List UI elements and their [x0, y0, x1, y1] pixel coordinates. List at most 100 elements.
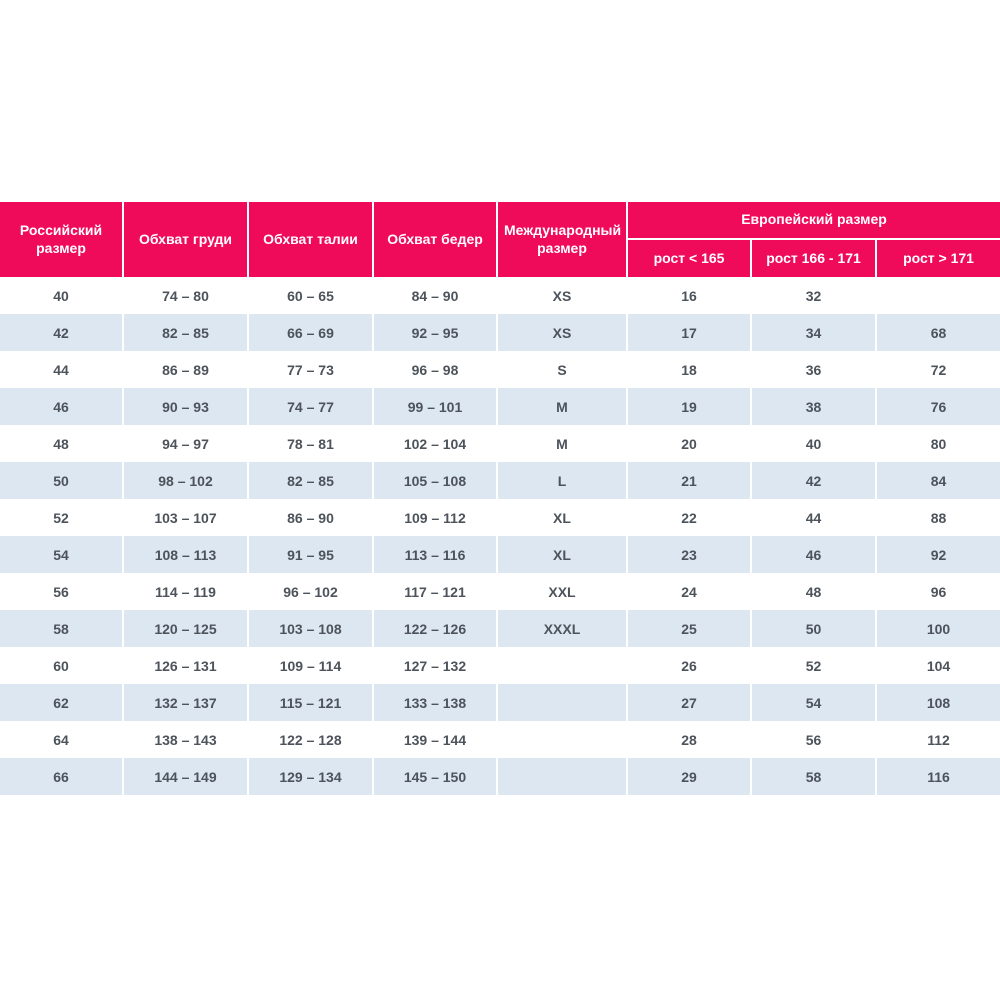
cell-waist: 109 – 114 — [249, 647, 374, 684]
cell-chest: 144 – 149 — [124, 758, 249, 795]
header-european-size-group: Европейский размер — [628, 202, 1000, 240]
cell-hips: 117 – 121 — [374, 573, 498, 610]
cell-height-gt-171: 108 — [877, 684, 1000, 721]
cell-height-lt-165: 23 — [628, 536, 752, 573]
table-row: 64 138 – 143 122 – 128 139 – 144 28 56 112 — [0, 721, 1000, 758]
cell-waist: 122 – 128 — [249, 721, 374, 758]
cell-russian-size: 62 — [0, 684, 124, 721]
cell-waist: 103 – 108 — [249, 610, 374, 647]
cell-hips: 102 – 104 — [374, 425, 498, 462]
cell-height-166-171: 50 — [752, 610, 877, 647]
table-row: 54 108 – 113 91 – 95 113 – 116 XL 23 46 92 — [0, 536, 1000, 573]
cell-height-lt-165: 16 — [628, 277, 752, 314]
cell-hips: 105 – 108 — [374, 462, 498, 499]
cell-waist: 60 – 65 — [249, 277, 374, 314]
cell-hips: 92 – 95 — [374, 314, 498, 351]
cell-height-gt-171: 100 — [877, 610, 1000, 647]
cell-height-lt-165: 24 — [628, 573, 752, 610]
cell-international-size: XL — [498, 536, 628, 573]
cell-height-gt-171: 104 — [877, 647, 1000, 684]
table-row: 50 98 – 102 82 – 85 105 – 108 L 21 42 84 — [0, 462, 1000, 499]
cell-russian-size: 56 — [0, 573, 124, 610]
header-chest: Обхват груди — [124, 202, 249, 277]
cell-waist: 115 – 121 — [249, 684, 374, 721]
cell-height-166-171: 56 — [752, 721, 877, 758]
header-row-sub: рост < 165 рост 166 - 171 рост > 171 — [0, 240, 1000, 277]
cell-chest: 108 – 113 — [124, 536, 249, 573]
cell-height-gt-171: 72 — [877, 351, 1000, 388]
table-row: 66 144 – 149 129 – 134 145 – 150 29 58 116 — [0, 758, 1000, 795]
cell-russian-size: 50 — [0, 462, 124, 499]
cell-international-size: XS — [498, 277, 628, 314]
table-body: 40 74 – 80 60 – 65 84 – 90 XS 16 32 42 82 – 85 66… — [0, 277, 1000, 795]
cell-height-gt-171: 96 — [877, 573, 1000, 610]
table-header: Российский размер Обхват груди Обхват та… — [0, 202, 1000, 277]
cell-russian-size: 54 — [0, 536, 124, 573]
table-row: 58 120 – 125 103 – 108 122 – 126 XXXL 25 50 100 — [0, 610, 1000, 647]
cell-hips: 96 – 98 — [374, 351, 498, 388]
cell-russian-size: 44 — [0, 351, 124, 388]
cell-height-gt-171: 68 — [877, 314, 1000, 351]
cell-chest: 103 – 107 — [124, 499, 249, 536]
cell-height-166-171: 34 — [752, 314, 877, 351]
cell-chest: 90 – 93 — [124, 388, 249, 425]
cell-height-166-171: 32 — [752, 277, 877, 314]
cell-height-lt-165: 18 — [628, 351, 752, 388]
size-conversion-table: Российский размер Обхват груди Обхват та… — [0, 202, 1000, 795]
cell-chest: 114 – 119 — [124, 573, 249, 610]
cell-waist: 91 – 95 — [249, 536, 374, 573]
cell-chest: 94 – 97 — [124, 425, 249, 462]
cell-russian-size: 40 — [0, 277, 124, 314]
table-row: 60 126 – 131 109 – 114 127 – 132 26 52 104 — [0, 647, 1000, 684]
cell-height-lt-165: 19 — [628, 388, 752, 425]
cell-russian-size: 58 — [0, 610, 124, 647]
cell-international-size — [498, 721, 628, 758]
cell-height-166-171: 46 — [752, 536, 877, 573]
cell-waist: 82 – 85 — [249, 462, 374, 499]
table-row: 42 82 – 85 66 – 69 92 – 95 XS 17 34 68 — [0, 314, 1000, 351]
cell-height-166-171: 48 — [752, 573, 877, 610]
cell-height-lt-165: 22 — [628, 499, 752, 536]
cell-chest: 126 – 131 — [124, 647, 249, 684]
cell-hips: 133 – 138 — [374, 684, 498, 721]
cell-height-gt-171: 76 — [877, 388, 1000, 425]
cell-hips: 145 – 150 — [374, 758, 498, 795]
cell-chest: 82 – 85 — [124, 314, 249, 351]
cell-height-166-171: 36 — [752, 351, 877, 388]
cell-height-166-171: 38 — [752, 388, 877, 425]
cell-hips: 84 – 90 — [374, 277, 498, 314]
cell-international-size: M — [498, 388, 628, 425]
table-row: 52 103 – 107 86 – 90 109 – 112 XL 22 44 88 — [0, 499, 1000, 536]
cell-waist: 96 – 102 — [249, 573, 374, 610]
cell-hips: 113 – 116 — [374, 536, 498, 573]
header-international-size: Международный размер — [498, 202, 628, 277]
cell-waist: 66 – 69 — [249, 314, 374, 351]
cell-height-lt-165: 20 — [628, 425, 752, 462]
table-row: 46 90 – 93 74 – 77 99 – 101 M 19 38 76 — [0, 388, 1000, 425]
cell-height-lt-165: 29 — [628, 758, 752, 795]
header-russian-size: Российский размер — [0, 202, 124, 277]
cell-international-size — [498, 647, 628, 684]
cell-waist: 74 – 77 — [249, 388, 374, 425]
cell-chest: 86 – 89 — [124, 351, 249, 388]
cell-height-lt-165: 25 — [628, 610, 752, 647]
cell-waist: 78 – 81 — [249, 425, 374, 462]
cell-international-size: XXL — [498, 573, 628, 610]
cell-chest: 74 – 80 — [124, 277, 249, 314]
cell-height-gt-171: 84 — [877, 462, 1000, 499]
cell-russian-size: 52 — [0, 499, 124, 536]
header-hips: Обхват бедер — [374, 202, 498, 277]
cell-russian-size: 42 — [0, 314, 124, 351]
cell-height-lt-165: 26 — [628, 647, 752, 684]
cell-russian-size: 66 — [0, 758, 124, 795]
cell-waist: 129 – 134 — [249, 758, 374, 795]
header-height-lt-165: рост < 165 — [628, 240, 752, 277]
cell-international-size: S — [498, 351, 628, 388]
cell-international-size: L — [498, 462, 628, 499]
table-row: 44 86 – 89 77 – 73 96 – 98 S 18 36 72 — [0, 351, 1000, 388]
cell-height-lt-165: 27 — [628, 684, 752, 721]
cell-waist: 77 – 73 — [249, 351, 374, 388]
cell-russian-size: 48 — [0, 425, 124, 462]
cell-height-gt-171 — [877, 277, 1000, 314]
